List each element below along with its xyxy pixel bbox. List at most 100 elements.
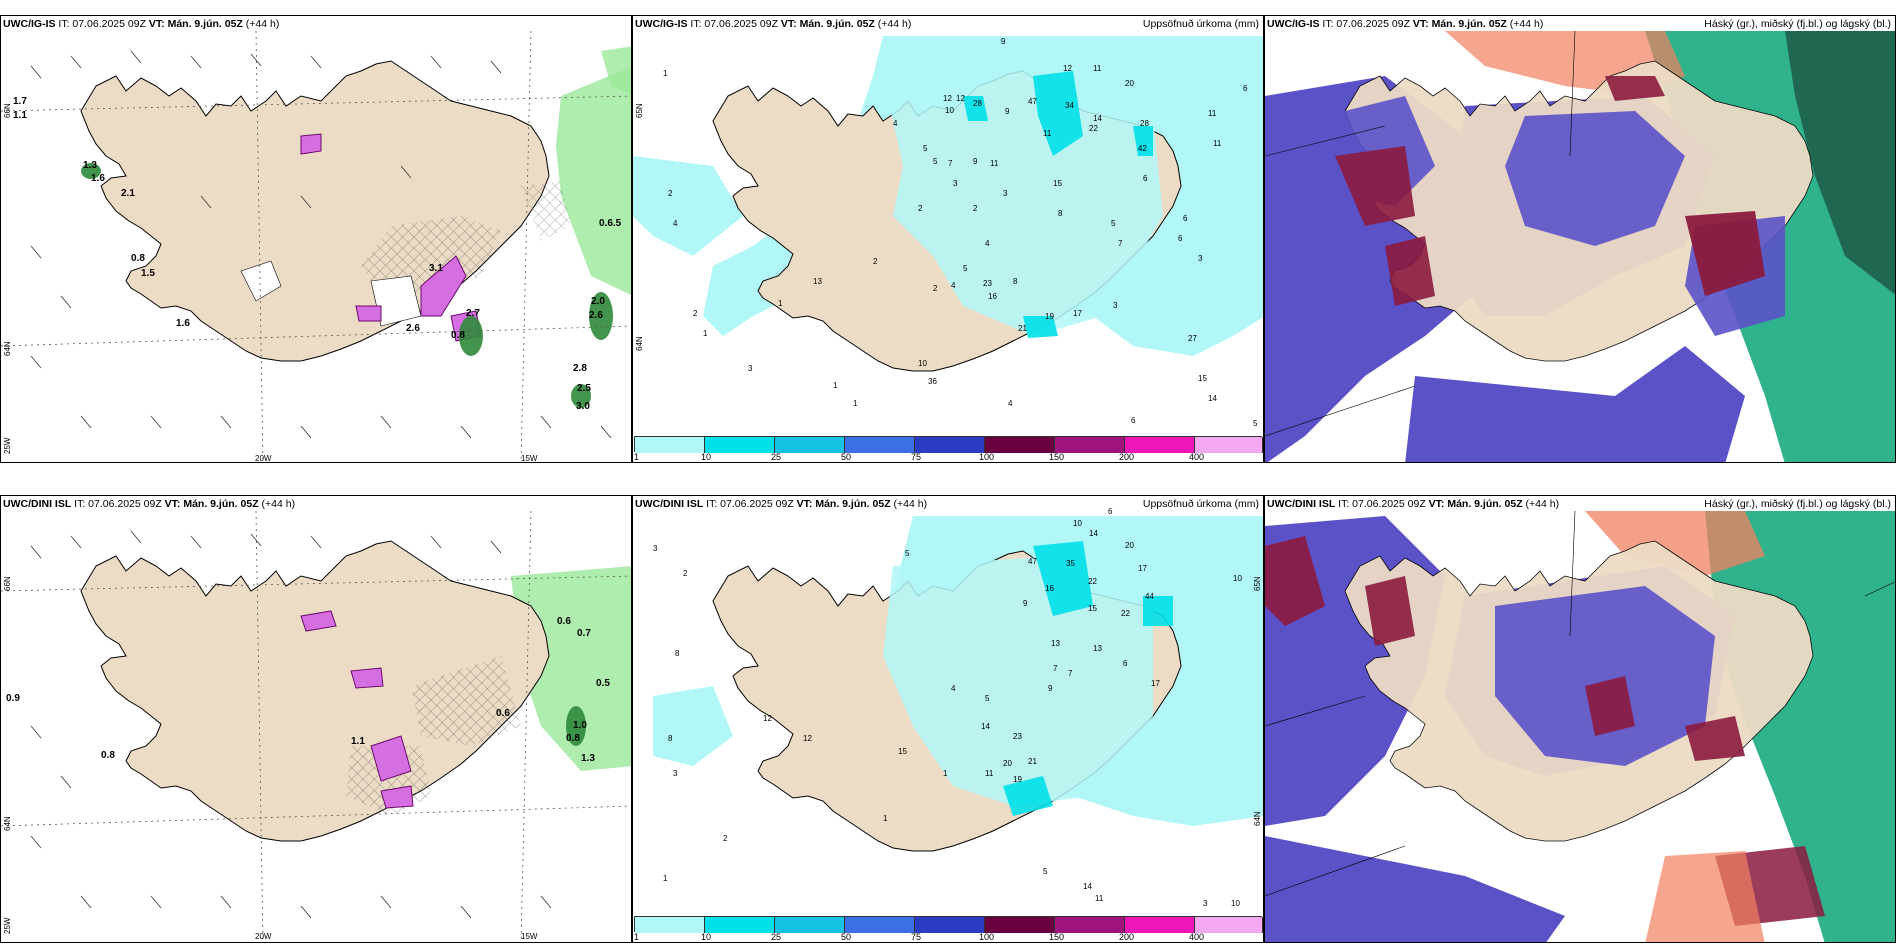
colorbar-bin bbox=[1195, 917, 1263, 933]
valid-time: VT: Mán. 9.jún. 05Z bbox=[796, 498, 891, 510]
value-label: 20 bbox=[1125, 541, 1134, 550]
value-label: 0.7 bbox=[577, 628, 591, 639]
cloud-map bbox=[1265, 510, 1895, 942]
lat-label: 65N bbox=[635, 103, 644, 118]
init-time: IT: 07.06.2025 09Z bbox=[58, 18, 146, 30]
panel-title: Uppsöfnuð úrkoma (mm) bbox=[1142, 18, 1259, 30]
colorbar-bin bbox=[635, 437, 705, 453]
value-label: 2 bbox=[683, 569, 688, 578]
lat-label: 25W bbox=[3, 917, 12, 934]
value-label: 1.6 bbox=[91, 173, 105, 184]
colorbar-bin bbox=[1055, 437, 1125, 453]
value-label: 20 bbox=[1125, 79, 1134, 88]
value-label: 12 bbox=[1063, 64, 1072, 73]
value-label: 44 bbox=[1145, 592, 1154, 601]
value-label: 14 bbox=[1083, 882, 1092, 891]
value-label: 11 bbox=[1208, 109, 1217, 118]
colorbar-label: 10 bbox=[701, 932, 712, 942]
value-label: 0.5 bbox=[596, 678, 610, 689]
colorbar-bin bbox=[1125, 917, 1195, 933]
value-label: 15 bbox=[1198, 374, 1207, 383]
lon-label: 15W bbox=[521, 454, 538, 463]
model-name: UWC/DINI ISL bbox=[635, 498, 704, 510]
value-label: 10 bbox=[1233, 574, 1242, 583]
value-label: 14 bbox=[1093, 114, 1102, 123]
panel-cloud-ig-is: UWC/IG-IS IT: 07.06.2025 09Z VT: Mán. 9.… bbox=[1264, 15, 1896, 463]
value-label: 17 bbox=[1073, 309, 1082, 318]
value-label: 11 bbox=[1095, 894, 1104, 903]
value-label: 0.8 bbox=[101, 750, 115, 761]
value-label: 3 bbox=[653, 544, 658, 553]
value-label: 21 bbox=[1018, 324, 1027, 333]
value-label: 1.1 bbox=[351, 736, 365, 747]
lead-time: (+44 h) bbox=[245, 18, 280, 30]
colorbar-label: 75 bbox=[911, 452, 922, 462]
value-label: 1.3 bbox=[83, 160, 97, 171]
lat-label: 66N bbox=[3, 103, 12, 118]
value-label: 2.7 bbox=[466, 308, 480, 319]
value-label: 2.8 bbox=[573, 363, 587, 374]
value-label: 15 bbox=[898, 747, 907, 756]
value-label: 2.6 bbox=[406, 323, 420, 334]
init-time: IT: 07.06.2025 09Z bbox=[1322, 18, 1410, 30]
value-label: 23 bbox=[983, 279, 992, 288]
value-label: 34 bbox=[1065, 101, 1074, 110]
value-label: 2 bbox=[723, 834, 728, 843]
value-label: 27 bbox=[1188, 334, 1197, 343]
colorbar-label: 25 bbox=[771, 452, 782, 462]
panel-header: UWC/IG-IS IT: 07.06.2025 09Z VT: Mán. 9.… bbox=[3, 18, 279, 30]
precip-map: 6 10 14 20 47 35 22 16 15 44 22 17 10 5 … bbox=[653, 507, 1263, 908]
value-label: 1 bbox=[833, 381, 838, 390]
lat-label: 66N bbox=[3, 576, 12, 591]
value-label: 0.8 bbox=[451, 330, 465, 341]
panel-header: UWC/IG-IS IT: 07.06.2025 09Z VT: Mán. 9.… bbox=[1267, 18, 1543, 30]
value-label: 1 bbox=[943, 769, 948, 778]
value-label: 9 bbox=[1005, 107, 1010, 116]
panel-title: Uppsöfnuð úrkoma (mm) bbox=[1142, 498, 1259, 510]
value-label: 0.8 bbox=[131, 253, 145, 264]
value-label: 6 bbox=[1178, 234, 1183, 243]
value-label: 1.5 bbox=[141, 268, 155, 279]
value-label: 11 bbox=[1213, 139, 1222, 148]
value-label: 11 bbox=[985, 769, 994, 778]
value-label: 1.0 bbox=[573, 720, 587, 731]
value-label: 1.1 bbox=[13, 110, 27, 121]
value-label: 4 bbox=[951, 281, 956, 290]
value-label: 12 bbox=[803, 734, 812, 743]
panel-precip-dini: UWC/DINI ISL IT: 07.06.2025 09Z VT: Mán.… bbox=[632, 495, 1264, 943]
value-label: 9 bbox=[973, 157, 978, 166]
value-label: 28 bbox=[1140, 119, 1149, 128]
value-label: 2 bbox=[973, 204, 978, 213]
value-label: 5 bbox=[985, 694, 990, 703]
colorbar-label: 150 bbox=[1049, 932, 1065, 942]
value-label: 22 bbox=[1121, 609, 1130, 618]
panel-header: UWC/DINI ISL IT: 07.06.2025 09Z VT: Mán.… bbox=[635, 498, 927, 510]
lead-time: (+44 h) bbox=[261, 498, 296, 510]
model-name: UWC/DINI ISL bbox=[1267, 498, 1336, 510]
value-label: 1 bbox=[853, 399, 858, 408]
value-label: 13 bbox=[1051, 639, 1060, 648]
lat-label: 65N bbox=[1253, 576, 1262, 591]
value-label: 6 bbox=[1243, 84, 1248, 93]
value-label: 36 bbox=[928, 377, 937, 386]
value-label: 3 bbox=[953, 179, 958, 188]
colorbar-bin bbox=[915, 917, 985, 933]
value-label: 2.1 bbox=[121, 188, 135, 199]
value-label: 0.9 bbox=[6, 693, 20, 704]
panel-header: UWC/IG-IS IT: 07.06.2025 09Z VT: Mán. 9.… bbox=[635, 18, 911, 30]
model-name: UWC/IG-IS bbox=[1267, 18, 1320, 30]
value-label: 8 bbox=[1058, 209, 1063, 218]
lat-label: 64N bbox=[3, 341, 12, 356]
colorbar-bin bbox=[845, 437, 915, 453]
lat-label: 64N bbox=[3, 816, 12, 831]
colorbar-bin bbox=[915, 437, 985, 453]
colorbar-label: 10 bbox=[701, 452, 712, 462]
value-label: 15 bbox=[1088, 604, 1097, 613]
colorbar-label: 400 bbox=[1189, 932, 1205, 942]
colorbar-label: 200 bbox=[1119, 932, 1135, 942]
value-label: 2.5 bbox=[577, 383, 591, 394]
value-label: 1 bbox=[663, 874, 668, 883]
value-label: 0.6 bbox=[557, 616, 571, 627]
colorbar-bin bbox=[775, 437, 845, 453]
valid-time: VT: Mán. 9.jún. 05Z bbox=[148, 18, 243, 30]
